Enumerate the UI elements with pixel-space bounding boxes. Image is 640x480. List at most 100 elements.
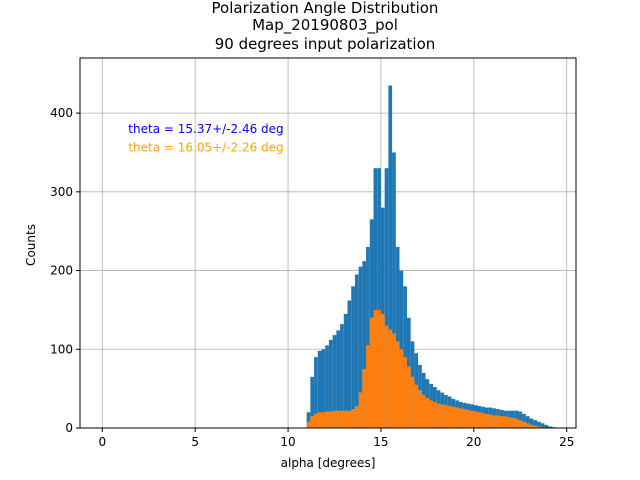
histogram-bar-series-2	[369, 317, 374, 428]
histogram-bar-series-2	[447, 405, 452, 428]
histogram-bar-series-2	[340, 410, 344, 428]
histogram-bar-series-2	[499, 416, 504, 428]
histogram-bar-series-2	[522, 421, 526, 428]
histogram-bar-series-2	[354, 405, 359, 428]
histogram-bar-series-1	[336, 330, 341, 428]
x-tick-label: 5	[191, 435, 199, 449]
x-tick-label: 25	[559, 435, 574, 449]
histogram-bar-series-2	[384, 325, 389, 428]
histogram-bar-series-1	[325, 345, 329, 428]
x-tick-label: 15	[373, 435, 388, 449]
histogram-bar-series-2	[481, 413, 485, 428]
histogram-bar-series-2	[525, 423, 530, 428]
histogram-bar-series-2	[392, 333, 396, 428]
histogram-bar-series-1	[366, 246, 370, 428]
annotations: theta = 15.37+/-2.46 deg theta = 16.05+/-…	[128, 122, 283, 155]
histogram-bar-series-2	[332, 410, 337, 428]
histogram-bar-series-2	[462, 409, 467, 428]
title-line-1: Polarization Angle Distribution	[212, 0, 439, 17]
y-tick-label: 300	[50, 185, 73, 199]
histogram-bar-series-2	[406, 366, 411, 428]
histogram-bar-series-2	[380, 313, 385, 428]
histogram-bar-series-1	[347, 300, 352, 428]
histogram-bar-series-2	[470, 410, 474, 428]
grid-lines	[80, 58, 576, 429]
histogram-bar-series-1	[314, 357, 318, 428]
histogram-bar-series-2	[373, 309, 378, 428]
x-tick-label: 0	[98, 435, 106, 449]
histogram-bar-series-2	[455, 407, 459, 428]
histogram-bar-series-2	[492, 415, 497, 428]
annotation-2: theta = 16.05+/-2.26 deg	[128, 141, 283, 155]
histogram-bar-series-2	[403, 357, 407, 428]
histogram-bar-series-2	[317, 412, 322, 428]
histogram-bar-series-1	[321, 349, 326, 428]
histogram-bar-series-2	[343, 410, 348, 428]
histogram-bar-series-1	[536, 421, 541, 428]
histogram-bar-series-2	[536, 426, 541, 428]
histogram-bar-series-2	[358, 392, 363, 428]
histogram-bar-series-1	[395, 246, 400, 428]
histogram-bar-series-2	[377, 309, 381, 428]
histogram-bar-series-2	[436, 403, 441, 428]
chart-title: Polarization Angle Distribution Map_2019…	[212, 0, 439, 53]
histogram-bar-series-2	[336, 410, 341, 428]
histogram-bar-series-2	[440, 404, 445, 428]
histogram-bar-series-1	[328, 339, 333, 428]
histogram-bar-series-2	[507, 416, 511, 428]
histogram-bar-series-2	[451, 406, 456, 428]
histogram-bar-series-1	[392, 152, 396, 428]
x-axis-ticks: 0 5 10 15 20 25	[98, 428, 574, 449]
histogram-bar-series-1	[377, 168, 381, 428]
histogram-bar-series-2	[458, 408, 463, 428]
histogram-bar-series-2	[518, 420, 523, 428]
histogram-bar-series-2	[432, 402, 437, 428]
y-tick-label: 200	[50, 264, 73, 278]
x-tick-label: 20	[466, 435, 481, 449]
histogram-bar-series-1	[343, 313, 348, 428]
y-tick-label: 100	[50, 342, 73, 356]
x-tick-label: 10	[280, 435, 295, 449]
histogram-bar-series-2	[429, 400, 433, 428]
histogram-bar-series-1	[310, 376, 315, 428]
histogram-bar-series-1	[373, 168, 378, 428]
histogram-bar-series-1	[354, 274, 359, 428]
y-tick-label: 0	[65, 421, 73, 435]
annotation-1: theta = 15.37+/-2.46 deg	[128, 122, 283, 136]
histogram-bar-series-2	[314, 413, 318, 428]
histogram-bar-series-1	[362, 261, 367, 428]
title-line-2: Map_20190803_pol	[252, 16, 398, 35]
histogram-bar-series-2	[514, 418, 519, 428]
histogram-bar-series-2	[510, 417, 515, 428]
y-axis-ticks: 0 100 200 300 400	[50, 106, 80, 435]
histogram-bar-series-1	[548, 426, 552, 428]
histogram-bars	[306, 85, 556, 428]
histogram-bar-series-2	[351, 409, 355, 428]
histogram-bar-series-1	[540, 423, 545, 428]
plot-frame	[79, 57, 577, 429]
histogram-bar-series-2	[529, 424, 534, 428]
histogram-bar-series-2	[395, 341, 400, 428]
histogram-bar-series-1	[533, 420, 537, 428]
histogram-bar-series-2	[484, 413, 489, 428]
histogram-bar-series-1	[358, 266, 363, 428]
histogram-bar-series-2	[421, 394, 426, 428]
histogram-bar-series-1	[522, 413, 526, 428]
histogram-bar-series-1	[544, 424, 549, 428]
histogram-bar-series-1	[388, 85, 393, 428]
histogram-bar-series-2	[477, 412, 482, 428]
histogram-bar-series-1	[351, 286, 355, 428]
histogram-bar-series-2	[388, 329, 393, 428]
histogram-bar-series-2	[418, 390, 422, 428]
histogram-bar-series-2	[362, 368, 367, 428]
histogram-bar-series-2	[533, 425, 537, 428]
histogram-bar-series-2	[444, 405, 448, 428]
histogram-bar-series-2	[488, 414, 493, 428]
histogram-bar-series-2	[496, 415, 500, 428]
histogram-bar-series-2	[366, 345, 370, 428]
histogram-bar-series-1	[384, 168, 389, 428]
histogram-bar-series-2	[410, 376, 415, 428]
histogram-bar-series-1	[525, 416, 530, 428]
histogram-bar-series-2	[347, 410, 352, 428]
